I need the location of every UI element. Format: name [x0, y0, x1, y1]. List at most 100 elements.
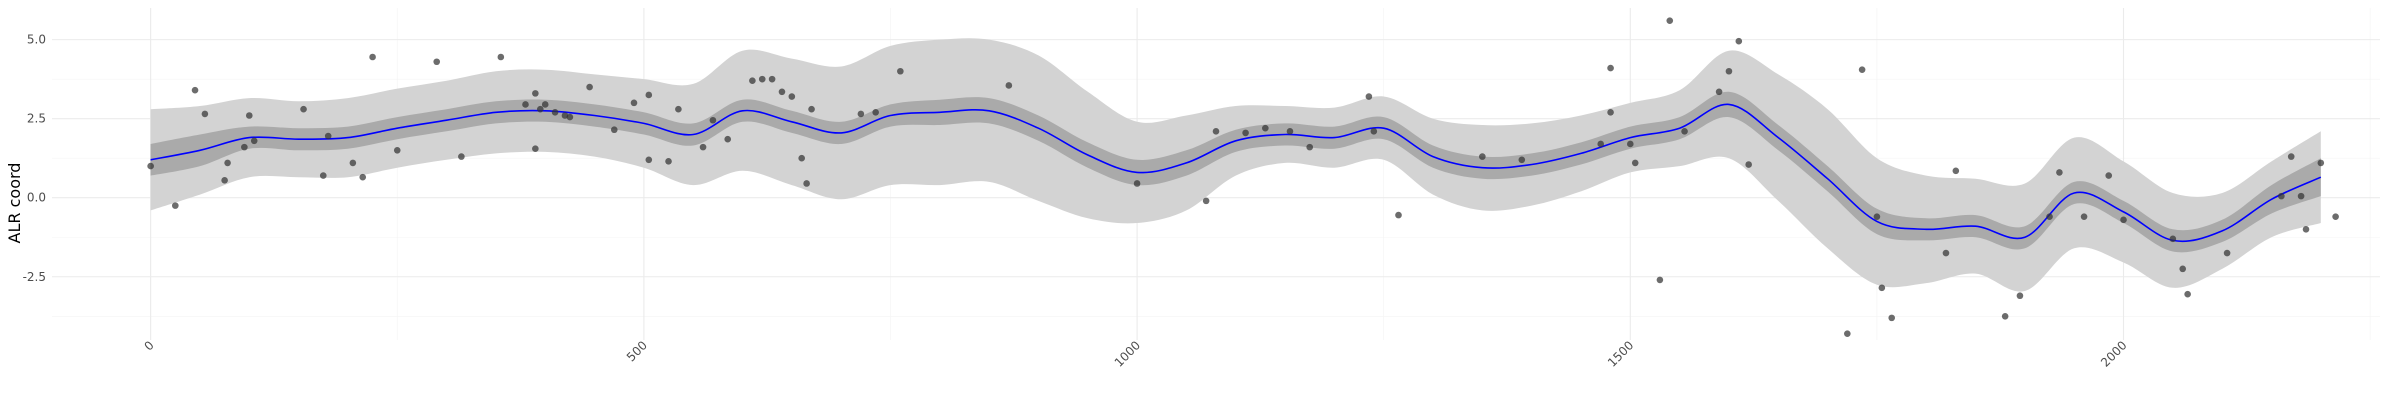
data-point — [1952, 167, 1960, 175]
data-point — [1681, 128, 1688, 135]
data-point — [630, 99, 638, 107]
data-point — [551, 109, 559, 116]
data-point — [532, 90, 539, 97]
data-point — [1745, 161, 1752, 168]
data-point — [699, 143, 707, 151]
data-point — [2120, 216, 2127, 224]
data-point — [241, 143, 248, 151]
data-point — [1878, 284, 1886, 292]
data-point — [393, 146, 401, 154]
data-point — [1627, 140, 1634, 148]
inner-confidence-band — [150, 91, 2321, 253]
data-point — [201, 110, 209, 118]
minor-gridlines — [52, 8, 2380, 340]
data-points — [147, 17, 2339, 337]
data-point — [2016, 292, 2024, 300]
data-point — [1365, 93, 1373, 100]
y-tick-label: -2.5 — [23, 270, 46, 284]
data-point — [1844, 330, 1851, 337]
data-point — [586, 83, 593, 91]
data-point — [536, 105, 544, 113]
y-tick-label: 0.0 — [27, 191, 46, 205]
data-point — [788, 93, 796, 100]
fitted-line — [150, 103, 2322, 243]
data-point — [808, 105, 815, 113]
data-point — [172, 202, 179, 209]
x-tick-label: 2000 — [2098, 338, 2129, 369]
data-point — [675, 105, 682, 113]
data-point — [191, 86, 199, 94]
data-point — [1597, 140, 1605, 148]
data-point — [1242, 129, 1249, 137]
y-axis-ticks: -2.5 0.0 2.5 5.0 — [23, 33, 46, 284]
data-point — [2056, 169, 2063, 176]
data-point — [2278, 192, 2285, 200]
data-point — [221, 177, 228, 184]
data-point — [522, 101, 529, 108]
data-point — [1005, 82, 1013, 89]
data-point — [645, 91, 653, 99]
data-point — [709, 116, 717, 124]
data-point — [1715, 88, 1723, 96]
data-point — [724, 135, 732, 143]
data-point — [497, 53, 505, 61]
data-point — [1656, 276, 1664, 284]
data-point — [2317, 159, 2325, 167]
data-point — [1262, 124, 1269, 132]
data-point — [749, 77, 756, 85]
y-tick-label: 5.0 — [27, 33, 46, 47]
x-tick-label: 1000 — [1112, 338, 1143, 369]
data-point — [645, 156, 653, 164]
data-point — [1888, 314, 1896, 322]
data-point — [245, 112, 253, 119]
data-point — [2001, 312, 2009, 320]
data-point — [2223, 249, 2231, 257]
data-point — [1607, 64, 1614, 72]
data-point — [1212, 128, 1220, 135]
data-point — [147, 162, 154, 170]
data-point — [1725, 67, 1733, 75]
data-point — [758, 75, 766, 83]
data-point — [778, 88, 786, 96]
data-point — [1395, 211, 1402, 219]
data-point — [1133, 180, 1141, 187]
data-point — [2184, 290, 2191, 298]
data-point — [857, 110, 865, 118]
data-point — [1873, 213, 1881, 220]
data-point — [2287, 153, 2295, 160]
data-point — [1631, 159, 1639, 167]
data-point — [1479, 153, 1486, 160]
data-point — [872, 109, 879, 116]
data-point — [1370, 128, 1378, 135]
data-point — [610, 126, 618, 134]
data-point — [2169, 235, 2177, 243]
data-point — [324, 132, 332, 140]
data-point — [532, 145, 539, 153]
data-point — [566, 113, 574, 121]
data-point — [768, 75, 776, 83]
data-point — [897, 67, 904, 75]
fit-lines — [150, 103, 2322, 243]
data-point — [1858, 66, 1866, 73]
x-axis-ticks: 0 500 1000 1500 2000 — [141, 338, 2129, 369]
data-point — [349, 159, 357, 167]
data-point — [665, 158, 672, 165]
data-point — [2080, 213, 2088, 220]
data-point — [1518, 156, 1526, 164]
data-point — [250, 137, 258, 145]
x-tick-label: 500 — [624, 338, 650, 364]
data-point — [319, 172, 327, 179]
confidence-bands — [150, 38, 2321, 292]
data-point — [1735, 37, 1743, 45]
data-point — [798, 154, 805, 162]
data-point — [1202, 197, 1210, 205]
y-axis-title: ALR coord — [5, 163, 24, 244]
data-point — [2332, 213, 2339, 220]
y-tick-label: 2.5 — [27, 112, 46, 126]
data-point — [458, 153, 465, 160]
data-point — [1306, 143, 1314, 151]
data-point — [803, 180, 810, 187]
data-point — [300, 105, 307, 113]
data-point — [359, 173, 367, 181]
